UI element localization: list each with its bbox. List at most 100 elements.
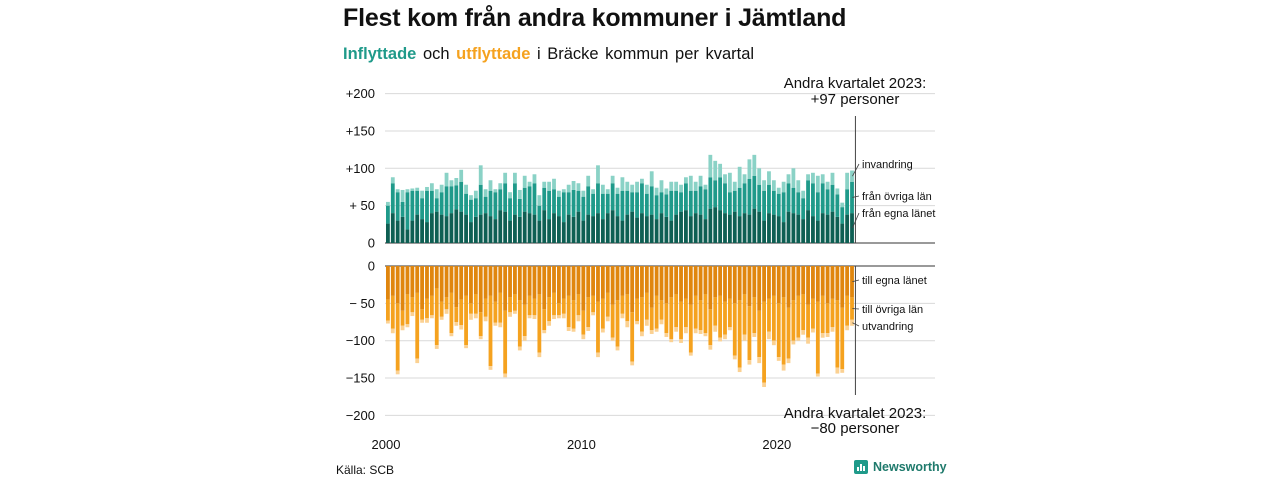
bar-in-ovriga [815, 192, 820, 221]
bar-in-egna [713, 207, 718, 243]
bar-in-ovriga [644, 193, 649, 217]
bar-ut-ovriga [522, 304, 527, 337]
x-tick-label: 2010 [567, 437, 596, 452]
bar-in-invandring [806, 174, 810, 181]
bar-in-invandring [405, 189, 410, 193]
bar-in-ovriga [742, 183, 747, 214]
bar-ut-ovriga [835, 300, 840, 368]
bar-ut-utvandring [684, 327, 688, 334]
bar-ut-ovriga [517, 300, 522, 347]
bar-ut-ovriga [498, 292, 503, 323]
bar-ut-utvandring [503, 373, 508, 378]
bar-ut-ovriga [591, 295, 595, 313]
bar-ut-egna [669, 266, 674, 298]
series-label-ut: utvandring [862, 321, 913, 333]
bar-in-egna [747, 214, 752, 243]
bar-ut-utvandring [415, 358, 420, 364]
bar-in-ovriga [630, 192, 635, 212]
bar-ut-egna [649, 266, 654, 308]
bar-in-ovriga [429, 190, 434, 214]
bar-ut-egna [390, 266, 395, 296]
bar-ut-ovriga [434, 288, 439, 346]
bar-in-invandring [532, 174, 537, 184]
chart-title: Flest kom från andra kommuner i Jämtland [343, 4, 847, 32]
bar-ut-ovriga [718, 295, 723, 338]
bar-ut-utvandring [405, 324, 410, 328]
leader-line [852, 195, 860, 198]
bar-ut-ovriga [390, 295, 395, 329]
bar-in-invandring [600, 184, 605, 194]
bar-in-invandring [527, 181, 532, 187]
bar-in-egna [513, 214, 517, 243]
bar-ut-egna [806, 266, 810, 305]
bar-ut-utvandring [669, 339, 674, 343]
bar-ut-utvandring [498, 322, 503, 328]
bar-in-invandring [840, 202, 845, 208]
bar-in-ovriga [727, 192, 732, 215]
bar-ut-egna [547, 266, 552, 298]
bar-in-invandring [400, 189, 405, 202]
newsworthy-icon [854, 460, 868, 474]
bar-in-invandring [513, 172, 517, 184]
bar-in-invandring [386, 201, 390, 206]
bar-in-invandring [503, 172, 508, 184]
bar-in-ovriga [620, 190, 625, 221]
bar-in-ovriga [640, 183, 644, 214]
bar-ut-ovriga [713, 297, 718, 326]
bar-in-egna [449, 213, 454, 243]
bar-in-invandring [757, 168, 762, 185]
bar-ut-ovriga [771, 295, 776, 341]
bar-ut-ovriga [727, 298, 732, 328]
subtitle-rest: i Bräcke kommun per kvartal [536, 45, 755, 63]
bar-in-ovriga [698, 186, 703, 215]
bar-ut-utvandring [659, 319, 664, 325]
bar-in-ovriga [566, 192, 571, 215]
bar-in-egna [464, 214, 468, 243]
bar-ut-utvandring [762, 382, 766, 388]
bar-in-egna [400, 216, 405, 243]
bar-in-ovriga [708, 177, 713, 209]
bar-in-ovriga [444, 186, 449, 217]
bar-in-ovriga [532, 183, 537, 215]
bar-in-egna [669, 220, 674, 243]
bar-in-ovriga [679, 192, 683, 212]
bar-ut-ovriga [649, 307, 654, 331]
bar-in-egna [659, 213, 664, 243]
bar-in-egna [542, 210, 547, 243]
bar-in-invandring [581, 190, 586, 197]
bar-in-invandring [801, 190, 806, 199]
leader-line [852, 322, 860, 327]
bar-ut-utvandring [473, 313, 478, 319]
bar-ut-ovriga [688, 304, 693, 353]
bar-ut-ovriga [493, 301, 498, 323]
bar-ut-utvandring [708, 345, 713, 350]
bar-in-ovriga [415, 190, 420, 215]
bar-ut-ovriga [630, 312, 635, 362]
bar-in-invandring [786, 174, 791, 184]
bar-in-invandring [659, 180, 664, 193]
bar-ut-ovriga [610, 304, 615, 338]
bar-ut-ovriga [674, 294, 679, 328]
bar-in-egna [825, 214, 830, 243]
bar-in-invandring [644, 184, 649, 194]
bar-in-invandring [811, 172, 815, 184]
bar-ut-egna [747, 266, 752, 307]
bar-in-ovriga [493, 192, 498, 220]
bar-ut-utvandring [767, 331, 771, 340]
bar-ut-ovriga [449, 292, 454, 334]
bar-in-invandring [820, 174, 825, 184]
bar-ut-utvandring [532, 315, 537, 320]
bar-ut-ovriga [820, 295, 825, 334]
bar-ut-egna [767, 266, 771, 299]
bar-in-ovriga [703, 189, 708, 220]
bar-ut-ovriga [586, 297, 591, 328]
bar-in-invandring [488, 180, 493, 191]
bar-ut-utvandring [674, 327, 679, 332]
bar-ut-ovriga [615, 300, 620, 347]
bar-ut-egna [635, 266, 639, 299]
bar-ut-ovriga [532, 298, 537, 316]
bar-ut-utvandring [830, 327, 835, 332]
bar-ut-utvandring [464, 345, 468, 349]
bar-ut-egna [444, 266, 449, 298]
y-tick-label: + 50 [349, 198, 375, 213]
